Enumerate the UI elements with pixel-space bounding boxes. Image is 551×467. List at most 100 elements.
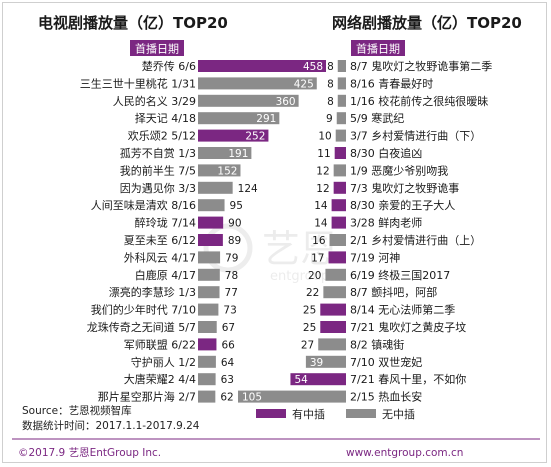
footer-website: www.entgroup.com.cn xyxy=(346,447,463,459)
web-bar xyxy=(336,112,346,125)
tv-row-label: 醉玲珑 7/14 xyxy=(135,216,196,230)
tv-bar xyxy=(198,286,220,299)
legend-non-exclusive-swatch xyxy=(346,409,376,418)
web-row-label: 8/16 青春最好时 xyxy=(350,76,433,90)
watermark-en: entgroup xyxy=(270,269,329,284)
tv-value-label: 73 xyxy=(223,305,236,317)
tv-header-label: 首播日期 xyxy=(135,42,179,56)
tv-row-label: 孤芳不自赏 1/3 xyxy=(120,146,196,160)
web-row-label: 1/9 恶魔少爷别吻我 xyxy=(350,163,448,177)
tv-row-label: 我的前半生 7/5 xyxy=(120,163,196,177)
legend-exclusive-swatch xyxy=(256,409,286,418)
tv-bar xyxy=(198,164,241,177)
tv-bar xyxy=(198,373,216,386)
tv-row-label: 择天记 4/18 xyxy=(135,111,196,125)
tv-bar xyxy=(198,60,326,72)
tv-row-label: 龙珠传奇之无间道 5/7 xyxy=(87,320,196,334)
web-value-label: 12 xyxy=(316,165,329,177)
web-bar xyxy=(320,303,346,316)
web-value-label: 39 xyxy=(310,357,323,369)
tv-bar xyxy=(198,216,224,229)
web-bar xyxy=(329,234,346,246)
footer-copyright: ©2017.9 艺恩EntGroup Inc. xyxy=(18,447,161,459)
web-value-label: 8 xyxy=(327,78,334,90)
web-bar xyxy=(325,268,346,281)
tv-row-label: 外科风云 4/17 xyxy=(124,250,196,264)
tv-bar xyxy=(198,94,299,107)
tv-bar xyxy=(198,77,317,90)
tv-value-label: 152 xyxy=(217,165,237,177)
watermark-cn: 艺恩 xyxy=(262,227,338,271)
web-value-label: 8 xyxy=(327,61,334,73)
tv-row-label: 人间至味是清欢 8/16 xyxy=(91,198,196,212)
tv-value-label: 67 xyxy=(222,322,235,334)
tv-value-label: 90 xyxy=(228,218,241,230)
web-bar xyxy=(238,390,346,403)
tv-value-label: 77 xyxy=(225,287,238,299)
web-value-label: 9 xyxy=(326,113,333,125)
tv-bar xyxy=(198,251,221,264)
web-bar xyxy=(318,338,346,351)
tv-bar-chart: 楚乔传 6/6 458 三生三世十里桃花 1/31 425 人民的名义 3/29 360 择… xyxy=(80,59,326,404)
web-row-label: 8/30 亲爱的王子大人 xyxy=(350,198,455,212)
web-bar-chart: 8 8/7 鬼吹灯之牧野诡事第二季 8 8/16 青春最好时 8 1/16 校花前传之很纯… xyxy=(238,59,492,404)
web-row-label: 3/7 乡村爱情进行曲（下） xyxy=(350,129,481,143)
tv-bar xyxy=(198,303,219,316)
web-bar xyxy=(290,373,346,386)
tv-value-label: 66 xyxy=(221,339,235,351)
tv-value-label: 291 xyxy=(256,113,276,125)
tv-row-label: 三生三世十里桃花 1/31 xyxy=(80,76,196,90)
web-bar xyxy=(337,77,346,90)
web-row-label: 2/15 热血长安 xyxy=(350,390,422,404)
tv-value-label: 79 xyxy=(225,252,238,264)
tv-bar xyxy=(198,234,223,246)
tv-bar xyxy=(198,129,269,142)
web-value-label: 11 xyxy=(317,148,330,160)
web-value-label: 54 xyxy=(294,374,308,386)
web-chart-title: 网络剧播放量（亿）TOP20 xyxy=(332,14,522,32)
web-row-label: 3/28 鲜肉老师 xyxy=(350,216,422,230)
web-bar xyxy=(337,94,346,107)
tv-chart-title: 电视剧播放量（亿）TOP20 xyxy=(38,14,228,32)
tv-row-label: 白鹿原 4/17 xyxy=(135,268,196,282)
tv-value-label: 95 xyxy=(230,200,243,212)
web-bar xyxy=(328,251,346,264)
tv-bar xyxy=(198,268,220,281)
web-bar xyxy=(337,60,346,72)
tv-header-badge xyxy=(130,40,184,56)
tv-value-label: 62 xyxy=(220,392,233,404)
web-row-label: 7/19 河神 xyxy=(350,250,400,264)
watermark-logo-icon xyxy=(203,223,253,273)
web-value-label: 105 xyxy=(242,392,262,404)
tv-value-label: 89 xyxy=(228,235,241,247)
web-bar xyxy=(331,216,346,229)
web-row-label: 2/1 乡村爱情进行曲（上） xyxy=(350,233,481,247)
tv-bar xyxy=(198,147,252,159)
web-row-label: 7/3 鬼吹灯之牧野诡事 xyxy=(350,181,459,195)
web-value-label: 22 xyxy=(306,287,319,299)
tv-value-label: 360 xyxy=(276,96,296,108)
tv-value-label: 458 xyxy=(303,61,323,73)
tv-value-label: 64 xyxy=(221,357,235,369)
web-value-label: 14 xyxy=(314,218,328,230)
web-value-label: 12 xyxy=(316,183,329,195)
tv-row-label: 守护丽人 1/2 xyxy=(131,355,196,369)
source-text: Source：艺恩视频智库 xyxy=(22,404,132,417)
web-bar xyxy=(334,147,346,159)
web-row-label: 8/7 颤抖吧，阿部 xyxy=(350,285,437,299)
web-value-label: 8 xyxy=(327,96,334,108)
chart-frame xyxy=(2,2,547,463)
web-row-label: 6/19 终极三国2017 xyxy=(350,268,450,282)
tv-value-label: 425 xyxy=(294,78,314,90)
tv-row-label: 漂亮的李慧珍 1/3 xyxy=(109,285,196,299)
web-bar xyxy=(333,181,346,194)
web-bar xyxy=(333,164,346,177)
tv-value-label: 252 xyxy=(245,131,265,143)
tv-row-label: 楚乔传 6/6 xyxy=(142,59,196,73)
web-value-label: 20 xyxy=(308,270,321,282)
web-value-label: 25 xyxy=(303,305,316,317)
web-bar xyxy=(305,355,346,368)
tv-value-label: 191 xyxy=(228,148,248,160)
period-text: 数据统计时间：2017.1.1-2017.9.24 xyxy=(22,419,200,432)
